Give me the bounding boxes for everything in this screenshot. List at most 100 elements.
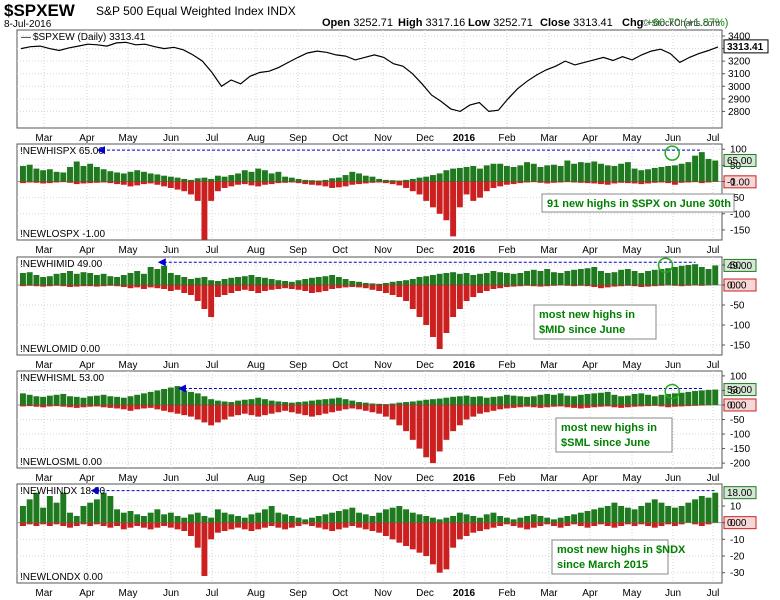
month-tick-label: Jul <box>707 133 720 144</box>
new-high-bar <box>423 176 430 182</box>
new-low-bar <box>651 522 658 528</box>
month-tick-label: Aug <box>247 360 265 371</box>
new-high-bar <box>497 272 504 285</box>
new-high-bar <box>443 397 450 405</box>
new-high-bar <box>228 402 235 405</box>
new-high-bar <box>497 516 504 523</box>
value-tick-label: -50 <box>730 301 745 312</box>
new-high-bar <box>692 155 699 182</box>
new-low-bar <box>268 404 275 414</box>
new-high-bar <box>53 502 60 523</box>
new-low-bar <box>362 181 369 184</box>
new-high-bar <box>100 169 107 182</box>
new-low-bar <box>275 181 282 184</box>
new-low-bar <box>174 285 181 290</box>
new-low-bar <box>282 181 289 183</box>
new-high-bar <box>221 279 228 285</box>
new-low-bar <box>483 404 490 413</box>
new-low-bar <box>154 522 161 528</box>
new-low-bar <box>302 404 309 416</box>
new-high-bar <box>315 399 322 405</box>
new-low-bar <box>181 285 188 293</box>
new-high-bar <box>456 167 463 182</box>
new-high-bar <box>221 401 228 405</box>
highs-panel-title: !NEWHISPX 65.00 <box>20 146 104 157</box>
new-low-bar <box>638 404 645 407</box>
new-low-bar <box>537 181 544 183</box>
new-high-bar <box>591 393 598 405</box>
new-high-bar <box>295 178 302 182</box>
new-high-bar <box>107 171 114 182</box>
new-high-bar <box>443 517 450 523</box>
new-low-bar <box>584 285 591 287</box>
new-low-bar <box>537 522 544 526</box>
new-low-bar <box>477 181 483 198</box>
new-high-bar <box>409 512 416 523</box>
new-low-bar <box>201 181 208 240</box>
new-low-bar <box>60 404 67 407</box>
month-tick-label: Apr <box>79 360 95 371</box>
new-low-bar <box>510 404 517 408</box>
new-high-bar <box>100 273 107 285</box>
guide-arrow <box>157 258 166 267</box>
new-high-bar <box>53 394 60 405</box>
new-high-bar <box>389 507 396 523</box>
new-low-bar <box>40 181 47 184</box>
new-low-bar <box>698 285 705 286</box>
month-tick-label: Mar <box>540 473 558 484</box>
last-high-box <box>723 154 757 168</box>
new-low-bar <box>107 181 114 184</box>
annotation-text: $MID since June <box>539 324 625 336</box>
new-high-bar <box>665 506 672 523</box>
new-low-bar <box>409 404 416 440</box>
new-high-bar <box>584 511 591 523</box>
new-low-bar <box>73 181 80 185</box>
last-low-label: 0.00 <box>727 400 747 411</box>
new-low-bar <box>497 404 504 410</box>
new-high-bar <box>571 396 578 405</box>
new-high-bar <box>87 396 94 405</box>
month-tick-label: Jul <box>206 360 219 371</box>
new-low-bar <box>275 285 282 289</box>
new-high-bar <box>174 177 181 182</box>
close-readout: Close 3313.41 <box>540 17 613 29</box>
new-low-bar <box>188 181 194 195</box>
new-low-bar <box>705 522 712 525</box>
new-high-bar <box>503 517 510 523</box>
new-high-bar <box>329 512 336 523</box>
new-high-bar <box>416 514 423 523</box>
new-high-bar <box>302 519 309 523</box>
new-low-bar <box>678 522 685 525</box>
new-low-bar <box>335 285 342 289</box>
new-low-bar <box>591 522 598 526</box>
new-high-bar <box>167 387 174 405</box>
new-low-bar <box>416 522 423 553</box>
new-high-bar <box>537 166 544 182</box>
new-high-bar <box>631 168 638 182</box>
new-low-bar <box>342 181 349 187</box>
month-tick-label: Jul <box>707 588 720 599</box>
month-tick-label: Mar <box>540 133 558 144</box>
new-high-bar <box>302 279 309 285</box>
new-high-bar <box>571 269 578 285</box>
new-high-bar <box>80 166 87 182</box>
month-tick-label: Mar <box>540 245 558 256</box>
month-tick-label: 2016 <box>453 473 476 484</box>
month-tick-label: Nov <box>374 360 392 371</box>
new-high-bar <box>188 514 194 523</box>
new-low-bar <box>228 285 235 293</box>
new-low-bar <box>20 181 26 184</box>
high-label: High <box>398 17 423 29</box>
new-high-bar <box>692 391 699 405</box>
new-low-bar <box>134 404 141 410</box>
new-low-bar <box>396 522 403 543</box>
new-high-bar <box>389 180 396 182</box>
new-low-bar <box>194 522 201 548</box>
new-high-bar <box>214 281 221 285</box>
value-tick-label: -100 <box>730 430 750 441</box>
new-low-bar <box>611 285 618 287</box>
new-low-bar <box>544 285 551 287</box>
new-high-bar <box>261 509 268 523</box>
new-low-bar <box>503 285 510 287</box>
new-high-bar <box>483 514 490 523</box>
